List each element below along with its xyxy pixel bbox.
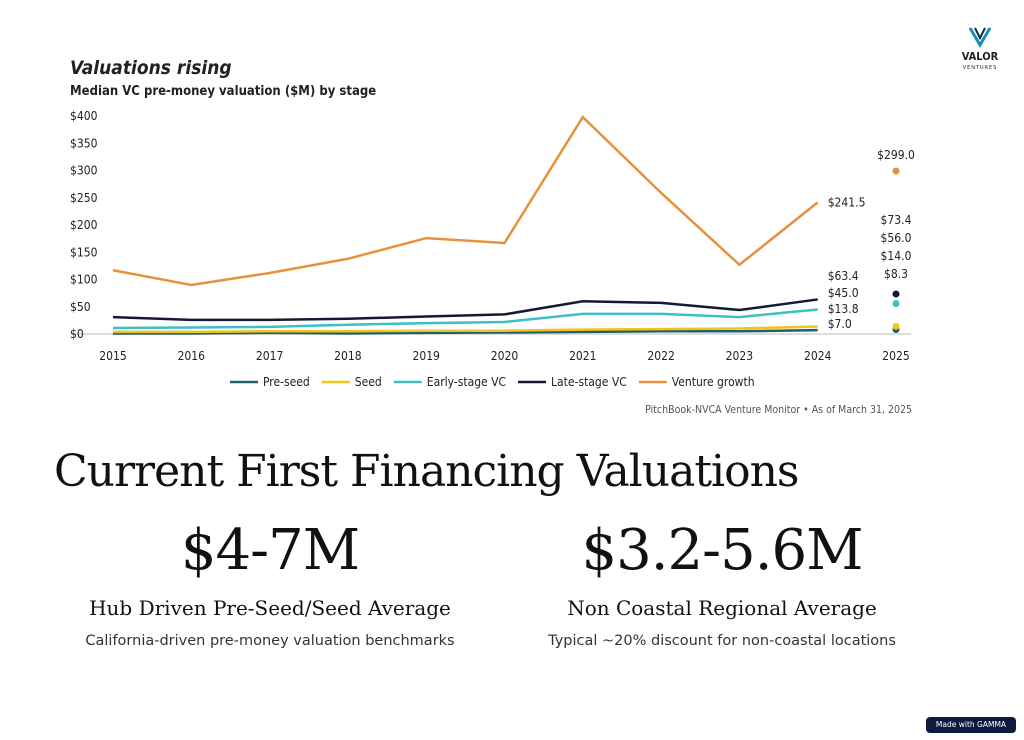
dot (892, 167, 900, 175)
x-tick-label: 2015 (99, 349, 126, 363)
value-label: $63.4 (828, 269, 859, 283)
value-label: $56.0 (881, 231, 912, 245)
y-tick-label: $300 (70, 164, 98, 178)
value-label: $13.8 (828, 302, 859, 316)
legend-label: Pre-seed (263, 375, 310, 389)
value-label: $45.0 (828, 286, 859, 300)
line (113, 325, 818, 334)
y-tick-label: $100 (70, 273, 98, 287)
y-tick-label: $50 (70, 300, 91, 314)
y-tick-label: $150 (70, 245, 98, 259)
stat-label: Non Coastal Regional Average (567, 596, 877, 620)
stat-description: Typical ~20% discount for non-coastal lo… (548, 633, 896, 649)
source: PitchBook-NVCA Venture Monitor • As of M… (645, 404, 912, 416)
logo-mark (968, 27, 992, 48)
x-tick-label: 2016 (178, 349, 206, 363)
logo-text: VALOR (962, 50, 999, 63)
legend-label: Venture growth (672, 375, 755, 389)
line (112, 298, 818, 322)
badge[interactable]: Made with GAMMA (926, 717, 1016, 733)
stat-value: $4-7M (180, 518, 360, 583)
value-label: $8.3 (884, 267, 908, 281)
chart-subtitle: Median VC pre-money valuation ($M) by st… (70, 84, 376, 99)
line (112, 308, 818, 330)
x-tick-label: 2025 (882, 349, 909, 363)
x-tick-label: 2023 (726, 349, 753, 363)
dot (892, 322, 900, 330)
legend-label: Early-stage VC (427, 375, 506, 389)
stat-value: $3.2-5.6M (581, 518, 863, 583)
legend-label: Seed (355, 375, 382, 389)
line (112, 115, 819, 287)
x-tick-label: 2019 (412, 349, 440, 363)
dot (892, 290, 900, 298)
x-tick-label: 2024 (804, 349, 832, 363)
value-label: $73.4 (881, 213, 912, 227)
x-tick-label: 2021 (569, 349, 596, 363)
y-tick-label: $0 (70, 327, 84, 341)
stat-description: California-driven pre-money valuation be… (85, 633, 455, 649)
chart: Valuations rising Median VC pre-money va… (70, 27, 999, 416)
value-label: $7.0 (828, 317, 852, 331)
logo: VALOR VENTURES (962, 27, 999, 71)
x-tick-label: 2022 (647, 349, 674, 363)
value-label: $241.5 (828, 195, 866, 209)
value-label: $14.0 (881, 249, 912, 263)
y-tick-label: $400 (70, 109, 98, 123)
logo-subtext: VENTURES (963, 65, 998, 71)
x-tick-label: 2018 (334, 349, 362, 363)
y-tick-label: $200 (70, 218, 98, 232)
chart-title: Valuations rising (70, 57, 232, 79)
heading: Current First Financing Valuations (54, 446, 799, 497)
y-tick-label: $350 (70, 136, 98, 150)
logo-mark (974, 27, 986, 41)
value-label: $299.0 (877, 148, 915, 162)
dot (892, 299, 900, 307)
line (113, 328, 818, 335)
stat-label: Hub Driven Pre-Seed/Seed Average (89, 596, 451, 620)
y-tick-label: $250 (70, 191, 98, 205)
x-tick-label: 2020 (491, 349, 519, 363)
x-tick-label: 2017 (256, 349, 283, 363)
legend-label: Late-stage VC (551, 375, 627, 389)
